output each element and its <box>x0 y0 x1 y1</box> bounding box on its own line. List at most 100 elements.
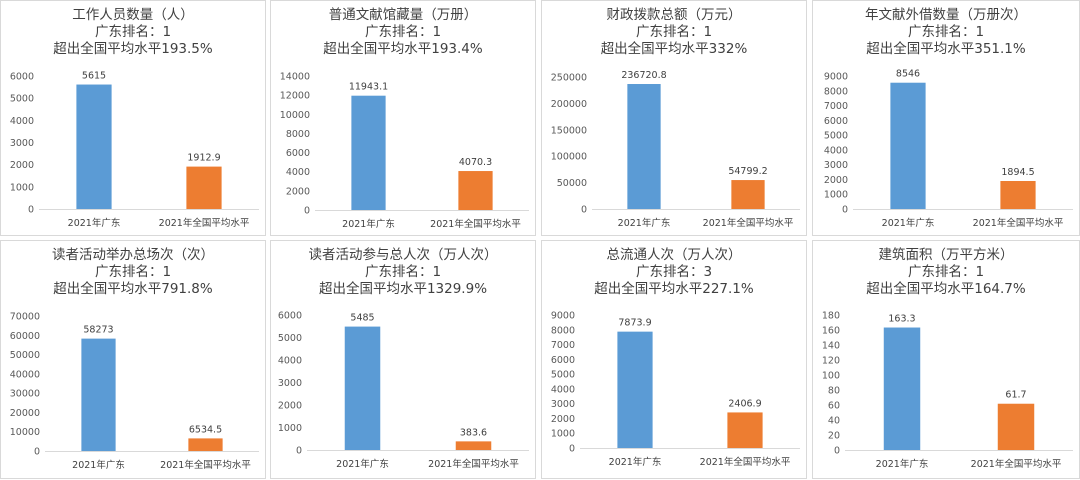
y-tick-label: 9000 <box>824 72 848 83</box>
x-category-label: 2021年广东 <box>68 217 121 229</box>
y-tick-label: 3000 <box>278 378 302 389</box>
chart-exceed-subtitle: 超出全国平均水平164.7% <box>866 281 1026 297</box>
bar-national-average <box>455 441 492 450</box>
chart-exceed-subtitle: 超出全国平均水平332% <box>600 41 748 57</box>
chart-panel-collection-volume: 普通文献馆藏量（万册） 广东排名：1 超出全国平均水平193.4% 0 2000 4000… <box>270 0 536 236</box>
x-category-label: 2021年广东 <box>72 459 125 471</box>
y-tick-label: 7000 <box>824 101 848 112</box>
y-tick-label: 5000 <box>824 131 848 142</box>
bar-national-average <box>727 412 763 448</box>
x-category-label: 2021年全国平均水平 <box>159 217 250 229</box>
x-category-label: 2021年全国平均水平 <box>160 459 251 471</box>
y-tick-label: 5000 <box>10 94 34 105</box>
bar-guangdong <box>76 84 112 209</box>
y-tick-label: 8000 <box>551 325 575 336</box>
y-tick-label: 2000 <box>278 401 302 412</box>
y-tick-label: 4000 <box>824 145 848 156</box>
y-tick-label: 80 <box>828 386 840 397</box>
y-tick-label: 1000 <box>278 423 302 434</box>
y-tick-label: 2000 <box>10 160 34 171</box>
x-category-label: 2021年广东 <box>876 458 929 470</box>
y-tick-label: 140 <box>822 341 840 352</box>
y-tick-label: 6000 <box>278 311 302 322</box>
y-tick-label: 10000 <box>280 110 310 121</box>
bar-value-label: 58273 <box>83 325 113 336</box>
y-tick-label: 5000 <box>278 333 302 344</box>
x-category-label: 2021年全国平均水平 <box>700 456 791 468</box>
bar-value-label: 383.6 <box>460 427 487 438</box>
bar-value-label: 8546 <box>896 69 920 80</box>
x-category-label: 2021年全国平均水平 <box>703 217 794 229</box>
y-tick-label: 4000 <box>286 167 310 178</box>
bar-chart-svg: 0 1000 2000 3000 4000 5000 6000 5615 2021年广东 1912… <box>10 71 259 229</box>
chart-title: 读者活动举办总场次（次） <box>52 247 214 263</box>
y-tick-label: 40 <box>828 416 840 427</box>
y-tick-label: 3000 <box>551 399 575 410</box>
chart-rank-subtitle: 广东排名：1 <box>94 264 172 280</box>
bar-national-average <box>188 438 223 451</box>
y-tick-label: 6000 <box>10 72 34 83</box>
y-tick-label: 20 <box>828 431 840 442</box>
bar-value-label: 2406.9 <box>728 398 761 409</box>
x-category-label: 2021年广东 <box>618 217 671 229</box>
bar-value-label: 11943.1 <box>349 82 388 93</box>
x-category-label: 2021年广东 <box>609 456 662 468</box>
bar-chart-svg: 0 10000 20000 30000 40000 50000 60000 70000 5827… <box>10 312 259 471</box>
y-tick-label: 30000 <box>10 389 40 400</box>
bar-value-label: 163.3 <box>888 314 915 325</box>
bar-guangdong <box>627 84 661 209</box>
y-tick-label: 0 <box>28 205 34 216</box>
y-tick-label: 250000 <box>551 73 587 84</box>
chart-rank-subtitle: 广东排名：3 <box>635 264 713 280</box>
bar-national-average <box>997 403 1035 450</box>
x-category-label: 2021年全国平均水平 <box>973 217 1064 229</box>
chart-rank-subtitle: 广东排名：1 <box>907 264 985 280</box>
y-tick-label: 0 <box>569 444 575 455</box>
y-tick-label: 0 <box>842 205 848 216</box>
y-tick-label: 14000 <box>280 72 310 83</box>
bar-value-label: 1894.5 <box>1001 167 1034 178</box>
y-tick-label: 0 <box>581 205 587 216</box>
bar-chart-svg: 0 2000 4000 6000 8000 10000 12000 14000 11943.1 2… <box>280 72 529 230</box>
x-category-label: 2021年全国平均水平 <box>430 218 521 230</box>
x-category-label: 2021年全国平均水平 <box>428 458 519 470</box>
y-tick-label: 6000 <box>824 116 848 127</box>
y-tick-label: 3000 <box>10 138 34 149</box>
bar-value-label: 6534.5 <box>189 424 222 435</box>
bar-chart-svg: 0 1000 2000 3000 4000 5000 6000 5485 2021年广东 383.… <box>278 311 529 470</box>
y-tick-label: 8000 <box>286 129 310 140</box>
chart-exceed-subtitle: 超出全国平均水平227.1% <box>594 281 754 297</box>
chart-rank-subtitle: 广东排名：1 <box>635 24 713 40</box>
chart-panel-staff-count: 工作人员数量（人） 广东排名：1 超出全国平均水平193.5% 0 1000 2000 30… <box>0 0 266 236</box>
chart-exceed-subtitle: 超出全国平均水平193.5% <box>53 41 213 57</box>
y-tick-label: 2000 <box>286 186 310 197</box>
chart-title: 读者活动参与总人次（万人次） <box>308 247 498 263</box>
bar-chart-svg: 0 1000 2000 3000 4000 5000 6000 7000 8000 9000 854… <box>824 69 1073 229</box>
bar-value-label: 1912.9 <box>187 153 220 164</box>
chart-title: 工作人员数量（人） <box>72 7 194 23</box>
y-tick-label: 8000 <box>824 86 848 97</box>
bar-national-average <box>458 171 493 210</box>
y-tick-label: 0 <box>834 446 840 457</box>
y-tick-label: 1000 <box>551 429 575 440</box>
y-tick-label: 7000 <box>551 340 575 351</box>
chart-title: 建筑面积（万平方米） <box>878 247 1014 263</box>
y-tick-label: 40000 <box>10 369 40 380</box>
y-tick-label: 200000 <box>551 99 587 110</box>
bar-value-label: 54799.2 <box>728 166 767 177</box>
bar-national-average <box>731 180 765 209</box>
y-tick-label: 160 <box>822 326 840 337</box>
bar-guangdong <box>81 338 116 451</box>
y-tick-label: 6000 <box>551 355 575 366</box>
y-tick-label: 120 <box>822 356 840 367</box>
y-tick-label: 150000 <box>551 125 587 136</box>
y-tick-label: 12000 <box>280 91 310 102</box>
y-tick-label: 9000 <box>551 311 575 322</box>
bar-national-average <box>186 166 222 209</box>
x-category-label: 2021年广东 <box>882 217 935 229</box>
chart-rank-subtitle: 广东排名：1 <box>364 24 442 40</box>
bar-value-label: 5485 <box>350 313 374 324</box>
chart-panel-reader-events: 读者活动举办总场次（次） 广东排名：1 超出全国平均水平791.8% 0 10000 20… <box>0 240 266 479</box>
bar-guangdong <box>883 327 921 450</box>
y-tick-label: 4000 <box>551 384 575 395</box>
